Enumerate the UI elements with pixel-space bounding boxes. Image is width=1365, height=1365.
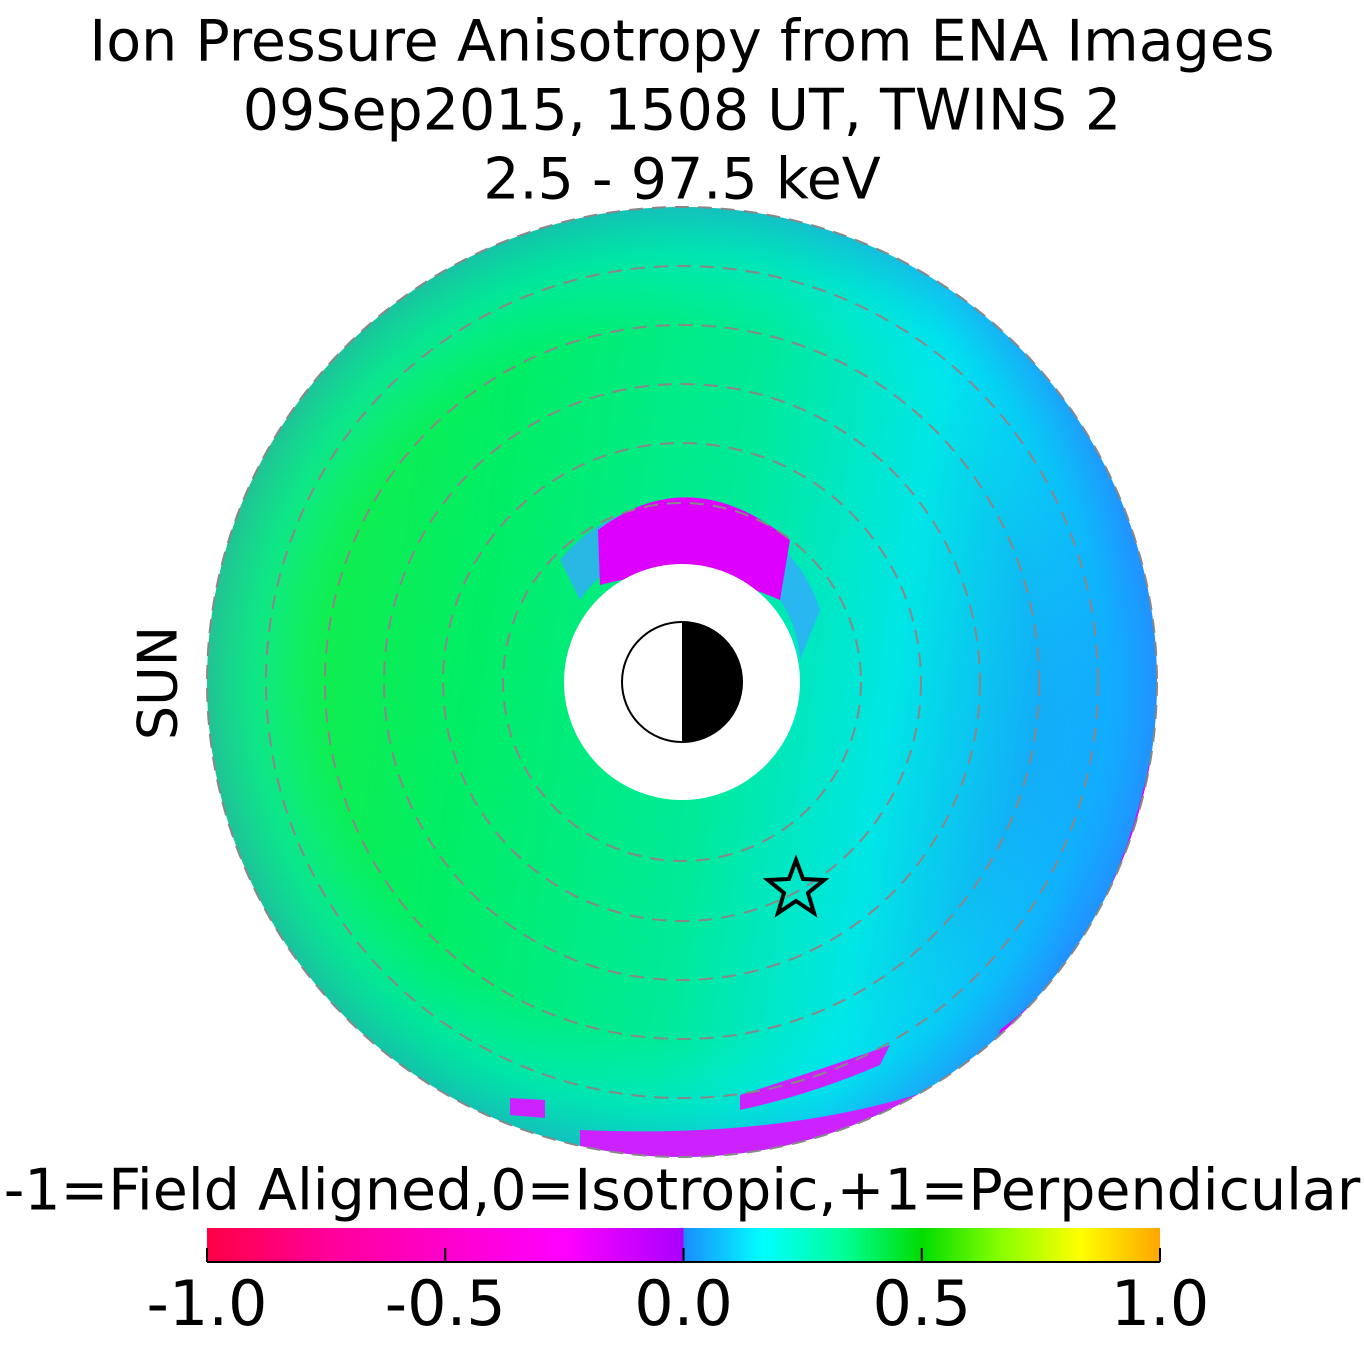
x-tick-label: -0.5 — [385, 1267, 506, 1340]
star-marker — [762, 854, 830, 918]
polar-image — [206, 206, 1158, 1158]
title-line: 2.5 - 97.5 keV — [483, 147, 881, 213]
range-circles — [206, 206, 1158, 1158]
range-circle — [324, 324, 1040, 1040]
range-circle — [442, 442, 922, 922]
title-line: 09Sep2015, 1508 UT, TWINS 2 — [243, 78, 1121, 144]
colorbar-label: -1=Field Aligned,0=Isotropic,+1=Perpendi… — [4, 1158, 1361, 1224]
title-block: Ion Pressure Anisotropy from ENA Images … — [89, 9, 1274, 213]
earth-night — [682, 622, 742, 742]
range-circle — [265, 265, 1099, 1099]
x-tick-label: 1.0 — [1111, 1267, 1210, 1340]
x-tick-label: -1.0 — [147, 1267, 268, 1340]
magenta-patch — [510, 1098, 545, 1118]
title-line: Ion Pressure Anisotropy from ENA Images — [89, 9, 1274, 75]
range-circle — [502, 502, 862, 862]
sun-label: SUN — [127, 626, 190, 740]
range-circle — [383, 383, 981, 981]
x-tick-label: 0.0 — [634, 1267, 733, 1340]
range-circle — [206, 206, 1158, 1158]
x-tick-label: 0.5 — [872, 1267, 971, 1340]
magenta-patch — [740, 1045, 890, 1110]
